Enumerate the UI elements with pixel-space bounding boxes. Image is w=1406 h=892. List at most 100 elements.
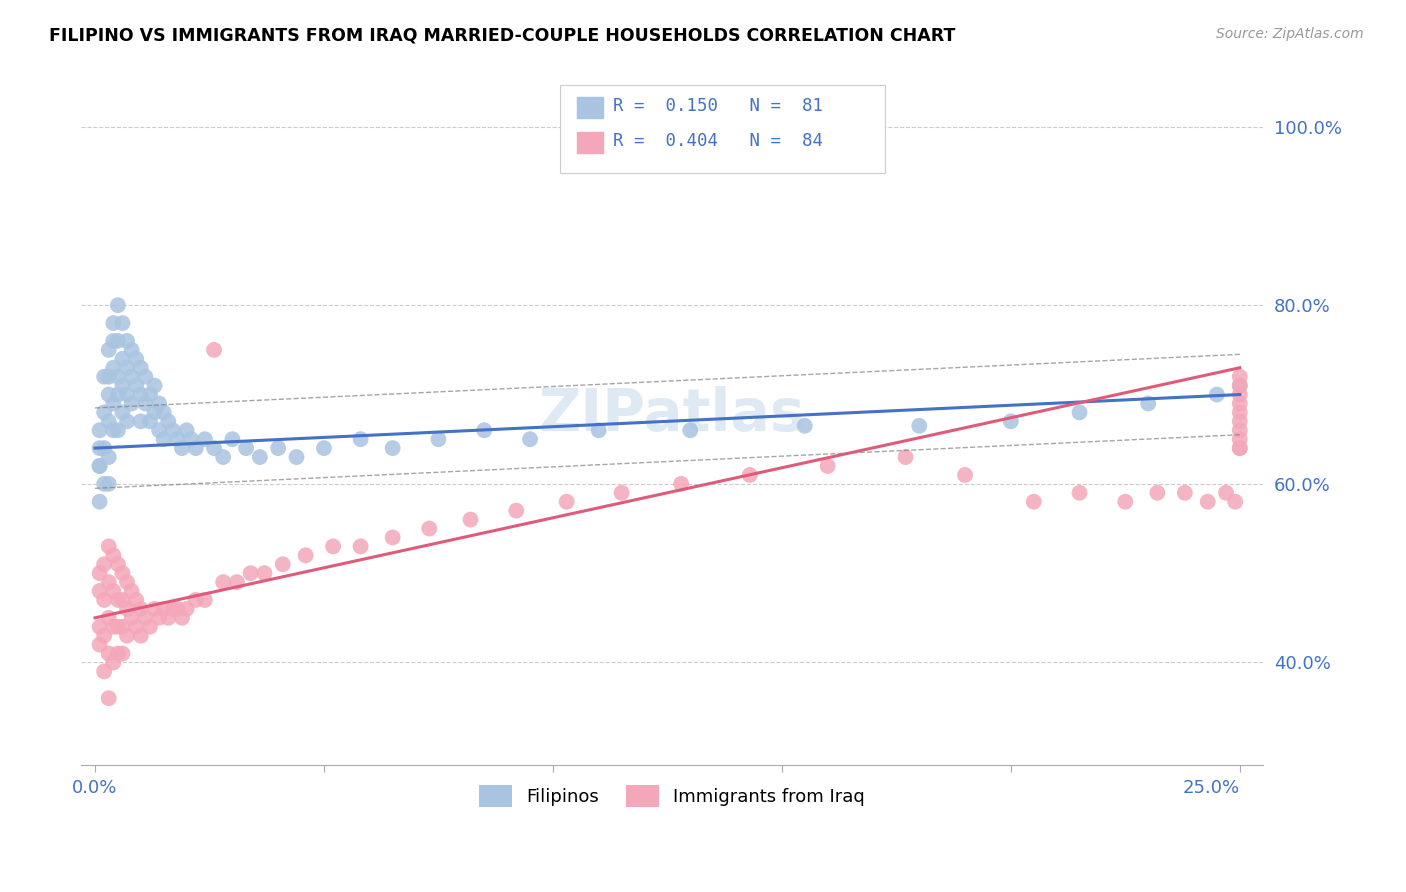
Legend: Filipinos, Immigrants from Iraq: Filipinos, Immigrants from Iraq xyxy=(470,776,873,816)
Point xyxy=(107,298,129,312)
Point xyxy=(111,405,134,419)
Point xyxy=(93,593,115,607)
Point xyxy=(1229,369,1251,384)
Point xyxy=(129,387,152,401)
Point xyxy=(143,602,166,616)
Point xyxy=(115,629,138,643)
Text: R =  0.404   N =  84: R = 0.404 N = 84 xyxy=(613,132,823,150)
Point xyxy=(271,558,294,572)
Point xyxy=(139,620,162,634)
Point xyxy=(103,620,125,634)
Point xyxy=(669,476,692,491)
Point xyxy=(588,423,610,437)
Point xyxy=(97,369,120,384)
Point xyxy=(93,441,115,455)
Point xyxy=(1069,485,1091,500)
Text: FILIPINO VS IMMIGRANTS FROM IRAQ MARRIED-COUPLE HOUSEHOLDS CORRELATION CHART: FILIPINO VS IMMIGRANTS FROM IRAQ MARRIED… xyxy=(49,27,956,45)
Point xyxy=(162,602,184,616)
Point xyxy=(894,450,917,464)
Point xyxy=(166,432,188,446)
Bar xyxy=(578,132,603,153)
Point xyxy=(148,423,170,437)
Point xyxy=(111,351,134,366)
Point xyxy=(679,423,702,437)
Point xyxy=(115,334,138,348)
Point xyxy=(418,522,440,536)
Point xyxy=(93,665,115,679)
Point xyxy=(1229,378,1251,392)
Point xyxy=(253,566,276,581)
Point xyxy=(107,620,129,634)
Point xyxy=(294,549,316,563)
Point xyxy=(152,432,174,446)
Point xyxy=(1229,378,1251,392)
Point xyxy=(170,441,193,455)
Point xyxy=(349,540,371,554)
Point xyxy=(1229,387,1251,401)
Point xyxy=(107,334,129,348)
Point xyxy=(1197,494,1219,508)
Point xyxy=(1225,494,1247,508)
Bar xyxy=(578,97,603,118)
Point xyxy=(738,467,761,482)
Point xyxy=(505,503,527,517)
Point xyxy=(107,423,129,437)
Point xyxy=(555,494,578,508)
Point xyxy=(93,476,115,491)
Point xyxy=(793,418,815,433)
Point xyxy=(121,343,143,357)
Text: ZIPatlas: ZIPatlas xyxy=(538,386,806,443)
Point xyxy=(97,691,120,706)
Point xyxy=(115,575,138,590)
Point xyxy=(111,378,134,392)
Point xyxy=(212,450,235,464)
Point xyxy=(89,441,111,455)
Point xyxy=(115,387,138,401)
Point xyxy=(89,620,111,634)
Point xyxy=(97,611,120,625)
Point xyxy=(162,423,184,437)
Point xyxy=(103,584,125,599)
Point xyxy=(115,360,138,375)
Point xyxy=(129,629,152,643)
Point xyxy=(121,369,143,384)
Point xyxy=(89,494,111,508)
Point xyxy=(908,418,931,433)
Point xyxy=(472,423,495,437)
Point xyxy=(1229,441,1251,455)
Point xyxy=(89,458,111,473)
Point xyxy=(817,458,839,473)
Point xyxy=(194,432,217,446)
Point xyxy=(1229,396,1251,410)
Point xyxy=(1229,423,1251,437)
Point xyxy=(111,566,134,581)
Point xyxy=(107,558,129,572)
Point xyxy=(221,432,243,446)
Point xyxy=(381,531,404,545)
Point xyxy=(143,378,166,392)
Point xyxy=(152,405,174,419)
Point xyxy=(202,441,225,455)
Point xyxy=(194,593,217,607)
Point xyxy=(129,602,152,616)
Point xyxy=(202,343,225,357)
Point xyxy=(519,432,541,446)
Point xyxy=(1229,414,1251,428)
Point xyxy=(103,549,125,563)
Point xyxy=(93,369,115,384)
Point xyxy=(322,540,344,554)
Point xyxy=(129,414,152,428)
Point xyxy=(97,540,120,554)
Point xyxy=(1137,396,1160,410)
Point xyxy=(107,647,129,661)
Point xyxy=(349,432,371,446)
Point xyxy=(953,467,976,482)
Point xyxy=(97,414,120,428)
Point xyxy=(1114,494,1136,508)
Point xyxy=(97,450,120,464)
Point xyxy=(166,602,188,616)
Point xyxy=(176,423,198,437)
Text: 25.0%: 25.0% xyxy=(1182,779,1240,797)
Text: 0.0%: 0.0% xyxy=(72,779,118,797)
Point xyxy=(111,620,134,634)
